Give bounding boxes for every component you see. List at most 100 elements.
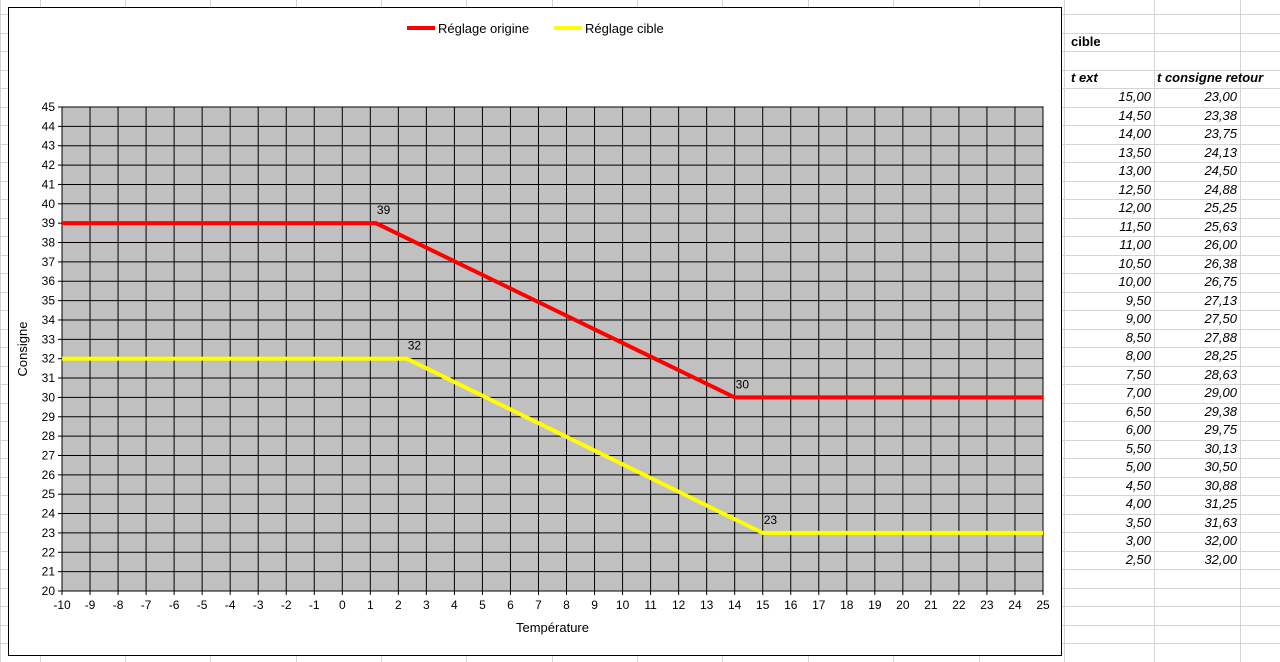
cell-t-ext[interactable]: 8,50 xyxy=(1125,329,1151,345)
cell-t-consigne-retour[interactable]: 31,25 xyxy=(1204,496,1237,511)
cell-t-ext[interactable]: 7,00 xyxy=(1125,385,1151,400)
x-tick-label: -6 xyxy=(169,598,180,612)
y-tick-label: 38 xyxy=(42,236,56,250)
cell-t-ext[interactable]: 14,00 xyxy=(1118,126,1151,141)
x-tick-label: 23 xyxy=(980,598,994,612)
y-tick-label: 42 xyxy=(42,158,56,172)
x-tick-label: -10 xyxy=(53,598,71,612)
cell-t-consigne-retour[interactable]: 30,88 xyxy=(1204,477,1237,493)
cell-t-consigne-retour[interactable]: 26,38 xyxy=(1204,255,1237,271)
legend-label: Réglage origine xyxy=(438,21,529,36)
cell-t-ext[interactable]: 14,50 xyxy=(1118,107,1151,123)
x-tick-label: 12 xyxy=(672,598,686,612)
plot-area xyxy=(61,106,1044,592)
cell-t-consigne-retour[interactable]: 25,25 xyxy=(1204,200,1237,215)
y-tick-label: 41 xyxy=(42,177,56,191)
cell-t-ext[interactable]: 4,50 xyxy=(1125,477,1151,493)
y-tick-label: 44 xyxy=(42,119,56,133)
y-tick-label: 22 xyxy=(42,545,56,559)
cell-t-consigne-retour[interactable]: 26,75 xyxy=(1204,274,1237,289)
cell-t-ext[interactable]: 11,50 xyxy=(1119,218,1151,234)
cell-t-ext[interactable]: 12,00 xyxy=(1118,200,1151,215)
cell-t-consigne-retour[interactable]: 28,63 xyxy=(1204,366,1237,382)
x-tick-label: 4 xyxy=(451,598,458,612)
cell-t-consigne-retour[interactable]: 32,00 xyxy=(1204,551,1237,567)
x-tick-label: 3 xyxy=(423,598,430,612)
x-tick-label: -3 xyxy=(253,598,264,612)
cell-t-ext[interactable]: 3,00 xyxy=(1125,533,1151,548)
y-tick-label: 40 xyxy=(42,197,56,211)
y-tick-label: 20 xyxy=(42,584,56,598)
y-axis-label: Consigne xyxy=(15,322,30,377)
cell-t-consigne-retour[interactable]: 32,00 xyxy=(1204,533,1237,548)
cell-t-ext[interactable]: 13,00 xyxy=(1118,163,1151,178)
data-label: 23 xyxy=(764,513,778,527)
cell-t-consigne-retour[interactable]: 28,25 xyxy=(1204,348,1237,363)
cell-t-consigne-retour[interactable]: 30,50 xyxy=(1204,459,1237,474)
cell-t-consigne-retour[interactable]: 29,75 xyxy=(1204,422,1237,437)
cell-t-consigne-retour[interactable]: 27,50 xyxy=(1204,311,1237,326)
x-tick-label: 21 xyxy=(924,598,938,612)
y-tick-label: 28 xyxy=(42,429,56,443)
x-tick-label: 25 xyxy=(1036,598,1050,612)
cell-t-consigne-retour[interactable]: 29,38 xyxy=(1204,403,1237,419)
cell-t-ext[interactable]: 6,00 xyxy=(1125,422,1151,437)
x-tick-label: -1 xyxy=(309,598,320,612)
y-tick-label: 33 xyxy=(42,332,56,346)
cell-t-consigne-retour[interactable]: 25,63 xyxy=(1204,218,1237,234)
data-label: 32 xyxy=(408,339,422,353)
cell-t-ext[interactable]: 10,00 xyxy=(1118,274,1151,289)
cell-t-ext[interactable]: 9,00 xyxy=(1125,311,1151,326)
cell-t-ext[interactable]: 9,50 xyxy=(1125,292,1151,308)
x-tick-label: 20 xyxy=(896,598,910,612)
cell-t-consigne-retour[interactable]: 24,50 xyxy=(1204,163,1237,178)
cell-t-consigne-retour[interactable]: 30,13 xyxy=(1204,440,1237,456)
x-tick-label: 1 xyxy=(367,598,374,612)
cell-t-consigne-retour[interactable]: 24,88 xyxy=(1204,181,1237,197)
cell-t-consigne-retour[interactable]: 23,75 xyxy=(1204,126,1237,141)
y-tick-label: 45 xyxy=(42,100,56,114)
x-tick-label: 9 xyxy=(591,598,598,612)
x-tick-label: -4 xyxy=(225,598,236,612)
cell-t-ext[interactable]: 12,50 xyxy=(1118,181,1151,197)
cell-t-ext[interactable]: 13,50 xyxy=(1118,144,1151,160)
cell-t-consigne-retour[interactable]: 27,88 xyxy=(1204,329,1237,345)
cell-t-ext[interactable]: 11,00 xyxy=(1119,237,1151,252)
series-line-1 xyxy=(62,221,1043,400)
x-tick-label: 8 xyxy=(563,598,570,612)
x-tick-label: 10 xyxy=(616,598,630,612)
y-tick-label: 35 xyxy=(42,294,56,308)
cell-t-consigne-retour[interactable]: 27,13 xyxy=(1204,292,1237,308)
cell-t-ext[interactable]: 6,50 xyxy=(1125,403,1151,419)
data-label: 39 xyxy=(377,203,391,217)
y-tick-label: 30 xyxy=(42,390,56,404)
cell-t-ext[interactable]: 15,00 xyxy=(1118,89,1151,104)
chart-container[interactable]: 20 21 22 23 24 25 26 27 28 29 30 31 32 33 34 35 36 37 38 39… xyxy=(8,7,1062,656)
x-tick-label: 17 xyxy=(812,598,826,612)
cell-t-consigne-retour[interactable]: 26,00 xyxy=(1204,237,1237,252)
cell-t-ext[interactable]: 10,50 xyxy=(1118,255,1151,271)
header-t-consigne-retour[interactable]: t consigne retour xyxy=(1157,70,1264,85)
x-tick-label: 15 xyxy=(756,598,770,612)
header-t-ext[interactable]: t ext xyxy=(1071,70,1098,85)
cell-t-ext[interactable]: 5,50 xyxy=(1125,440,1151,456)
cell-t-consigne-retour[interactable]: 31,63 xyxy=(1204,514,1237,530)
cell-t-consigne-retour[interactable]: 29,00 xyxy=(1204,385,1237,400)
cell-t-consigne-retour[interactable]: 24,13 xyxy=(1204,144,1237,160)
x-tick-label: 5 xyxy=(479,598,486,612)
data-label: 30 xyxy=(736,377,750,391)
x-tick-label: 22 xyxy=(952,598,966,612)
sheet-label[interactable]: cible xyxy=(1071,34,1101,49)
x-tick-label: 16 xyxy=(784,598,798,612)
cell-t-ext[interactable]: 2,50 xyxy=(1125,551,1151,567)
cell-t-ext[interactable]: 4,00 xyxy=(1125,496,1151,511)
cell-t-ext[interactable]: 8,00 xyxy=(1125,348,1151,363)
x-tick-label: 19 xyxy=(868,598,882,612)
cell-t-consigne-retour[interactable]: 23,00 xyxy=(1204,89,1237,104)
y-tick-label: 39 xyxy=(42,216,56,230)
cell-t-ext[interactable]: 5,00 xyxy=(1125,459,1151,474)
cell-t-consigne-retour[interactable]: 23,38 xyxy=(1204,107,1237,123)
cell-t-ext[interactable]: 7,50 xyxy=(1125,366,1151,382)
cell-t-ext[interactable]: 3,50 xyxy=(1125,514,1151,530)
x-tick-label: -7 xyxy=(141,598,152,612)
